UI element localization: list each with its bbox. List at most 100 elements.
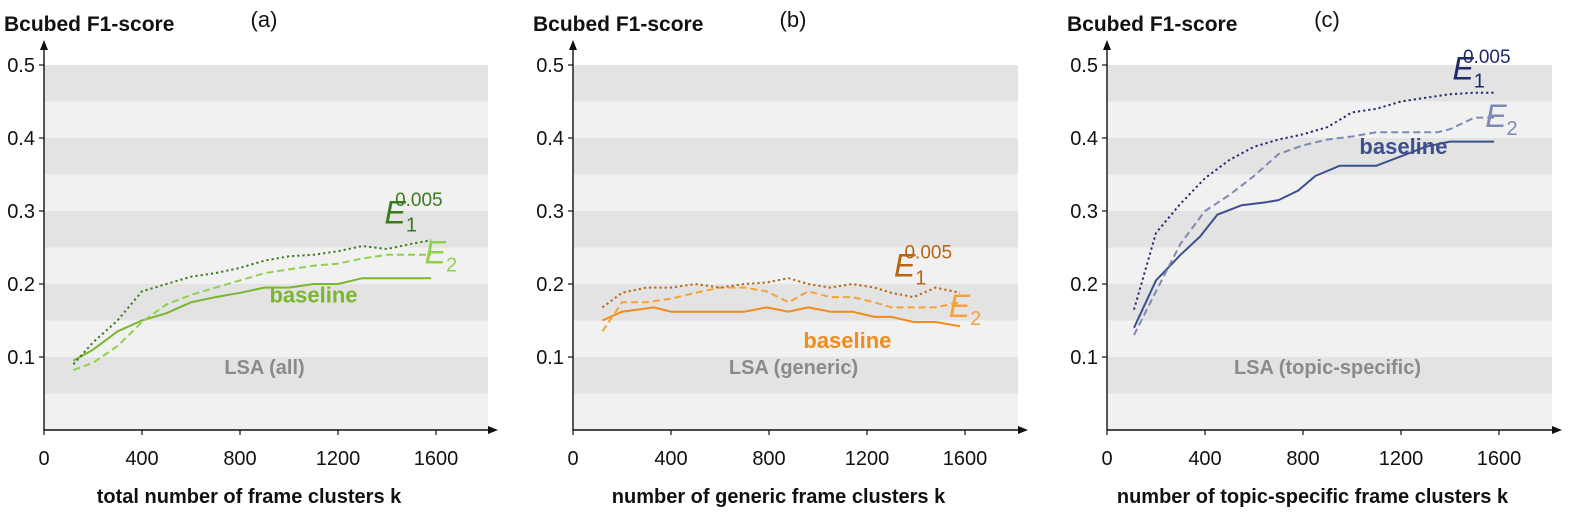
y-tick-label: 0.3	[7, 201, 35, 223]
grid-band	[1107, 284, 1552, 321]
grid-band	[573, 174, 1018, 211]
grid-band	[573, 138, 1018, 175]
x-tick-label: 1200	[316, 448, 361, 470]
series-line-baseline	[601, 306, 961, 328]
grid-band	[573, 393, 1018, 430]
y-tick-label: 0.5	[536, 55, 564, 77]
method-annotation: LSA (topic-specific)	[1234, 357, 1421, 379]
grid-band	[44, 211, 488, 248]
y-tick-label: 0.1	[1070, 347, 1098, 369]
grid-band	[44, 357, 488, 394]
series-label-e2: E2	[949, 288, 981, 330]
y-axis-title: Bcubed F1-score	[4, 13, 174, 36]
grid-band	[573, 320, 1018, 357]
y-tick-label: 0.2	[536, 274, 564, 296]
panel-b: 0.1 0.2 0.3 0.4 0.5 0 400 800 1200 1600 Bcubed F1-…	[533, 7, 1028, 508]
grid-band	[44, 101, 488, 138]
series-label-e1: E1	[385, 194, 417, 236]
grid-band	[573, 211, 1018, 248]
series-line-e2	[1133, 116, 1495, 336]
grid-band	[44, 65, 488, 102]
x-tick-label: 1200	[1379, 448, 1424, 470]
x-axis-title: total number of frame clusters k	[97, 486, 402, 508]
x-tick-label: 800	[223, 448, 256, 470]
panel-label: (c)	[1314, 7, 1340, 32]
y-tick-label: 0.1	[536, 347, 564, 369]
series-label-baseline: baseline	[803, 328, 891, 353]
series-label-baseline: baseline	[269, 282, 357, 307]
x-tick-label: 400	[654, 448, 687, 470]
y-axis-arrow	[40, 40, 48, 50]
x-tick-label: 0	[38, 448, 49, 470]
grid-band	[1107, 393, 1552, 430]
x-tick-label: 0	[1101, 448, 1112, 470]
x-axis-title: number of generic frame clusters k	[612, 486, 946, 508]
y-tick-label: 0.5	[1070, 55, 1098, 77]
x-tick-label: 400	[125, 448, 158, 470]
y-axis-title: Bcubed F1-score	[1067, 13, 1237, 36]
y-tick-label: 0.2	[7, 274, 35, 296]
x-tick-label: 800	[752, 448, 785, 470]
y-tick-label: 0.3	[536, 201, 564, 223]
y-axis-arrow	[1103, 40, 1111, 50]
grid-band	[44, 284, 488, 321]
panel-c: 0.1 0.2 0.3 0.4 0.5 0 400 800 1200 1600 Bcubed F1-…	[1067, 7, 1562, 508]
x-tick-label: 800	[1286, 448, 1319, 470]
panel-a: 0.1 0.2 0.3 0.4 0.5 0 400 800 1200 1600 Bcubed F1-…	[4, 7, 498, 508]
grid-band	[1107, 174, 1552, 211]
grid-band	[573, 65, 1018, 102]
grid-band	[44, 393, 488, 430]
grid-band	[1107, 101, 1552, 138]
series-line-e1	[601, 277, 961, 309]
series-label-e1: E1	[894, 248, 926, 290]
y-tick-label: 0.5	[7, 55, 35, 77]
y-tick-label: 0.4	[7, 128, 35, 150]
series-label-e2: E2	[425, 235, 457, 277]
series-label-e1-superscript: 0.005	[395, 190, 443, 211]
grid-band	[1107, 138, 1552, 175]
grid-band	[1107, 320, 1552, 357]
grid-band	[1107, 357, 1552, 394]
series-line-e2	[73, 253, 432, 372]
grid-band	[1107, 211, 1552, 248]
series-label-e1-superscript: 0.005	[1463, 47, 1511, 68]
series-line-baseline	[1133, 140, 1495, 329]
y-tick-label: 0.4	[1070, 128, 1098, 150]
y-tick-label: 0.1	[7, 347, 35, 369]
grid-band	[573, 247, 1018, 284]
x-axis-arrow	[488, 426, 498, 434]
series-line-e1	[1133, 91, 1495, 310]
x-tick-label: 1200	[845, 448, 890, 470]
grid-band	[573, 357, 1018, 394]
method-annotation: LSA (generic)	[729, 357, 858, 379]
grid-band	[44, 174, 488, 211]
series-label-e1: E1	[1452, 51, 1484, 93]
x-tick-label: 1600	[414, 448, 459, 470]
x-tick-label: 1600	[943, 448, 988, 470]
series-label-e1-superscript: 0.005	[904, 242, 952, 263]
y-axis-title: Bcubed F1-score	[533, 13, 703, 36]
grid-band	[1107, 247, 1552, 284]
panel-label: (a)	[251, 7, 278, 32]
y-axis-arrow	[569, 40, 577, 50]
series-line-baseline	[72, 277, 432, 362]
x-axis-title: number of topic-specific frame clusters …	[1117, 486, 1509, 508]
x-axis-arrow	[1018, 426, 1028, 434]
series-line-e2	[601, 286, 961, 332]
y-tick-label: 0.3	[1070, 201, 1098, 223]
grid-band	[44, 320, 488, 357]
series-line-e1	[72, 239, 432, 365]
method-annotation: LSA (all)	[224, 357, 304, 379]
x-tick-label: 1600	[1477, 448, 1522, 470]
panel-label: (b)	[780, 7, 807, 32]
x-axis-arrow	[1552, 426, 1562, 434]
grid-band	[44, 138, 488, 175]
grid-band	[573, 101, 1018, 138]
series-label-e2: E2	[1485, 98, 1517, 140]
x-tick-label: 400	[1188, 448, 1221, 470]
y-tick-label: 0.2	[1070, 274, 1098, 296]
y-tick-label: 0.4	[536, 128, 564, 150]
x-tick-label: 0	[567, 448, 578, 470]
grid-band	[1107, 65, 1552, 102]
